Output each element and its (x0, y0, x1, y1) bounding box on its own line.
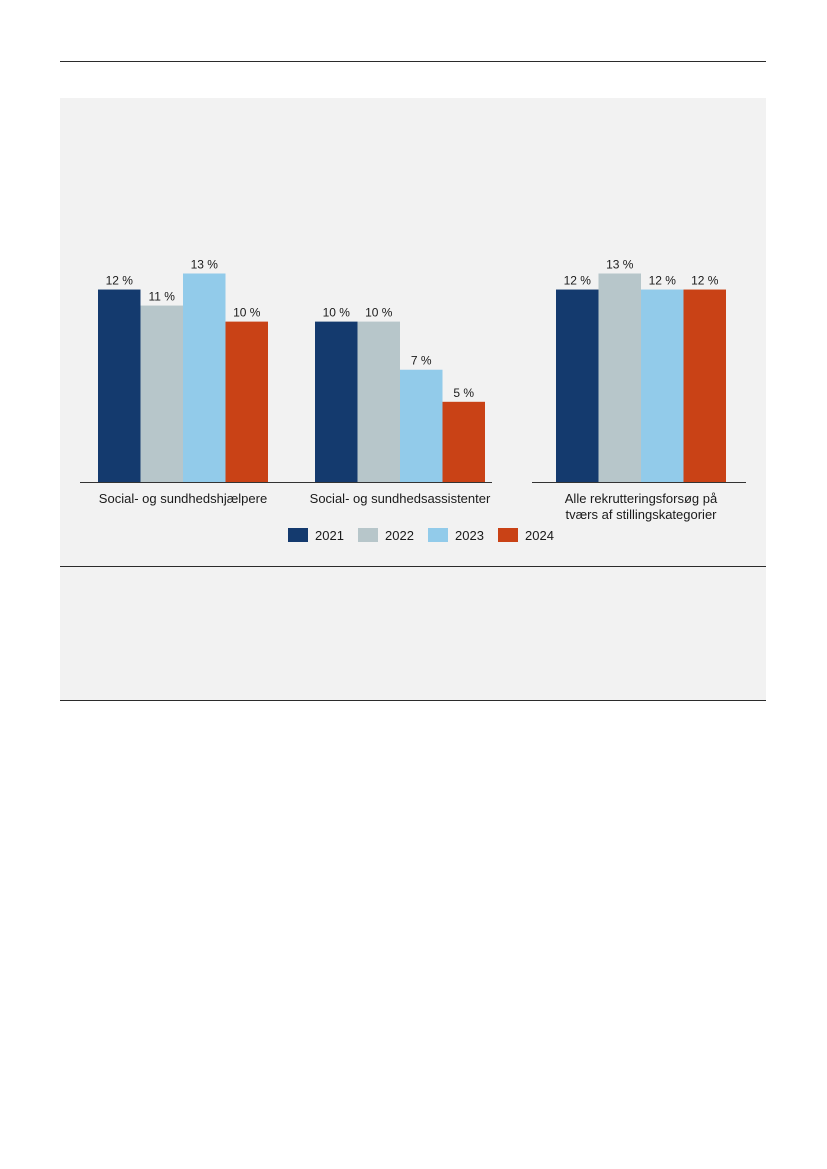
data-label-2021-group-3: 12 % (564, 274, 592, 288)
category-label-1: Social- og sundhedshjælpere (99, 491, 267, 506)
chart-bottom-rule (60, 566, 766, 567)
bar-chart: 12 % 11 % 13 % 10 % 10 % 10 % 7 % 5 % 12 % 13 % 12… (80, 257, 746, 543)
bar-2024-group-1 (225, 321, 268, 482)
bar-2024-group-2 (442, 401, 485, 482)
note-bottom-rule (60, 700, 766, 701)
bar-2021-group-2 (315, 321, 358, 482)
category-label-2: Social- og sundhedsassistenter (310, 491, 491, 506)
bar-2023-group-2 (400, 369, 443, 482)
data-label-2023-group-1: 13 % (191, 257, 219, 271)
bar-2024-group-3 (683, 289, 726, 482)
data-label-2021-group-1: 12 % (106, 274, 134, 288)
data-label-2023-group-3: 12 % (649, 274, 677, 288)
data-label-2021-group-2: 10 % (323, 306, 351, 320)
legend-label-2024: 2024 (525, 528, 554, 543)
legend-label-2023: 2023 (455, 528, 484, 543)
bar-2022-group-2 (357, 321, 400, 482)
data-label-2022-group-3: 13 % (606, 257, 634, 271)
legend-swatch-2022 (358, 528, 378, 542)
bar-2021-group-3 (556, 289, 599, 482)
bar-2022-group-1 (140, 305, 183, 482)
bar-2023-group-3 (641, 289, 684, 482)
data-label-2022-group-2: 10 % (365, 306, 393, 320)
data-label-2024-group-3: 12 % (691, 274, 719, 288)
data-label-2024-group-2: 5 % (453, 386, 474, 400)
bar-2022-group-3 (598, 273, 641, 482)
legend-swatch-2023 (428, 528, 448, 542)
bar-2023-group-1 (183, 273, 226, 482)
legend-swatch-2021 (288, 528, 308, 542)
legend-label-2021: 2021 (315, 528, 344, 543)
top-rule (60, 61, 766, 62)
data-label-2023-group-2: 7 % (411, 354, 432, 368)
legend-label-2022: 2022 (385, 528, 414, 543)
category-label-3-line-1: Alle rekrutteringsforsøg på (565, 491, 718, 506)
category-label-3-line-2: tværs af stillingskategorier (566, 507, 718, 522)
note-panel (60, 567, 766, 700)
bar-2021-group-1 (98, 289, 141, 482)
data-label-2024-group-1: 10 % (233, 306, 261, 320)
legend-swatch-2024 (498, 528, 518, 542)
chart-panel: 12 % 11 % 13 % 10 % 10 % 10 % 7 % 5 % 12 % 13 % 12… (60, 98, 766, 566)
data-label-2022-group-1: 11 % (149, 290, 176, 304)
